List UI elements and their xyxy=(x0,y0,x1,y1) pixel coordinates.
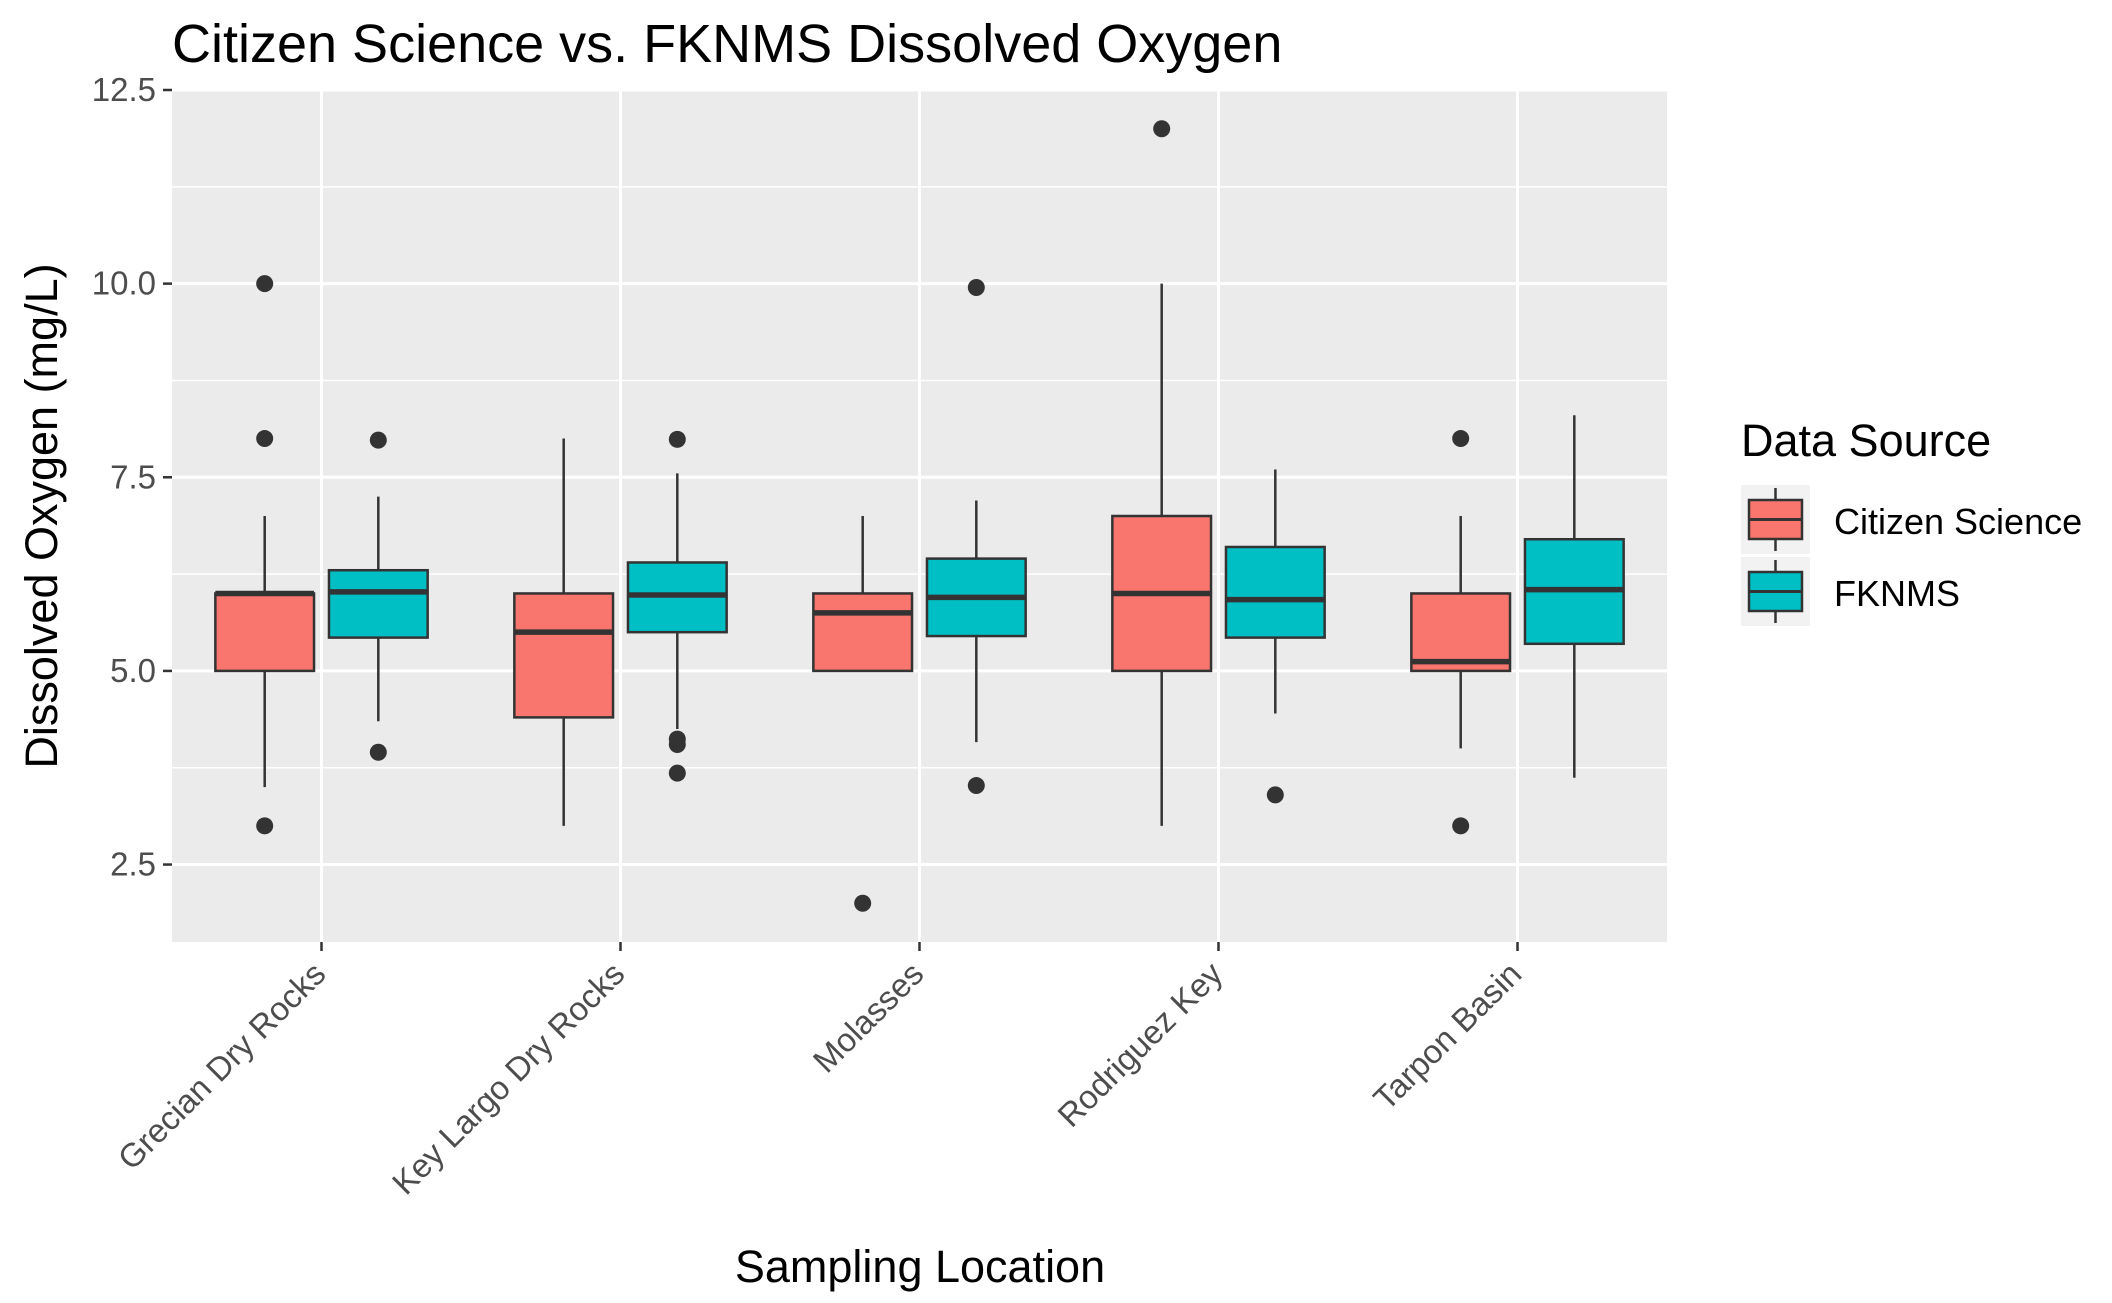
outlier-point xyxy=(256,817,274,835)
y-tick-label: 7.5 xyxy=(110,458,156,495)
boxplot-fknms-tarpon-basin xyxy=(1523,415,1625,778)
legend-title: Data Source xyxy=(1741,415,1991,466)
y-tick-label: 5.0 xyxy=(110,652,156,689)
boxplot-citizen-science-rodriguez-key xyxy=(1111,120,1213,826)
outlier-point xyxy=(967,279,985,297)
outlier-point xyxy=(668,430,686,448)
outlier-point xyxy=(1452,430,1470,448)
legend-key-citizen-science xyxy=(1741,485,1810,554)
boxplot-fknms-rodriguez-key xyxy=(1224,469,1326,804)
y-axis-title: Dissolved Oxygen (mg/L) xyxy=(16,263,67,768)
outlier-point xyxy=(1452,817,1470,835)
y-tick-label: 2.5 xyxy=(110,846,156,883)
legend-key-fknms xyxy=(1741,557,1810,626)
boxplot-fknms-grecian-dry-rocks xyxy=(327,431,429,761)
boxplot-citizen-science-tarpon-basin xyxy=(1410,430,1512,835)
outlier-point xyxy=(1153,120,1171,138)
box-iqr xyxy=(1224,545,1326,639)
box-iqr xyxy=(513,592,615,719)
boxplots xyxy=(214,120,1625,912)
outlier-point xyxy=(668,764,686,782)
legend-label-citizen-science: Citizen Science xyxy=(1834,501,2082,542)
outlier-point xyxy=(256,430,274,448)
box-iqr xyxy=(214,592,316,673)
legend-label-fknms: FKNMS xyxy=(1834,573,1960,614)
outlier-point xyxy=(854,894,872,912)
outlier-point xyxy=(1266,786,1284,804)
legend: Data Source Citizen Science FKNMS xyxy=(1741,415,2082,626)
x-axis-title: Sampling Location xyxy=(735,1241,1105,1292)
y-tick-label: 12.5 xyxy=(92,71,156,108)
outlier-point xyxy=(369,743,387,761)
outlier-point xyxy=(967,777,985,795)
y-axis: 2.5 5.0 7.5 10.0 12.5 xyxy=(92,71,172,883)
box-iqr xyxy=(812,592,914,673)
boxplot-fknms-key-largo-dry-rocks xyxy=(626,430,728,782)
outlier-point xyxy=(668,730,686,748)
chart-title: Citizen Science vs. FKNMS Dissolved Oxyg… xyxy=(172,14,1282,74)
outlier-point xyxy=(369,431,387,449)
gridlines xyxy=(172,88,1667,942)
boxplot-citizen-science-grecian-dry-rocks xyxy=(214,275,316,835)
outlier-point xyxy=(256,275,274,293)
box-iqr xyxy=(327,568,429,639)
legend-keys xyxy=(1741,485,1810,626)
boxplot-citizen-science-molasses xyxy=(812,516,914,912)
boxplot-citizen-science-key-largo-dry-rocks xyxy=(513,438,615,826)
y-tick-label: 10.0 xyxy=(92,265,156,302)
box-iqr xyxy=(1410,592,1512,673)
boxplot-fknms-molasses xyxy=(925,279,1027,795)
